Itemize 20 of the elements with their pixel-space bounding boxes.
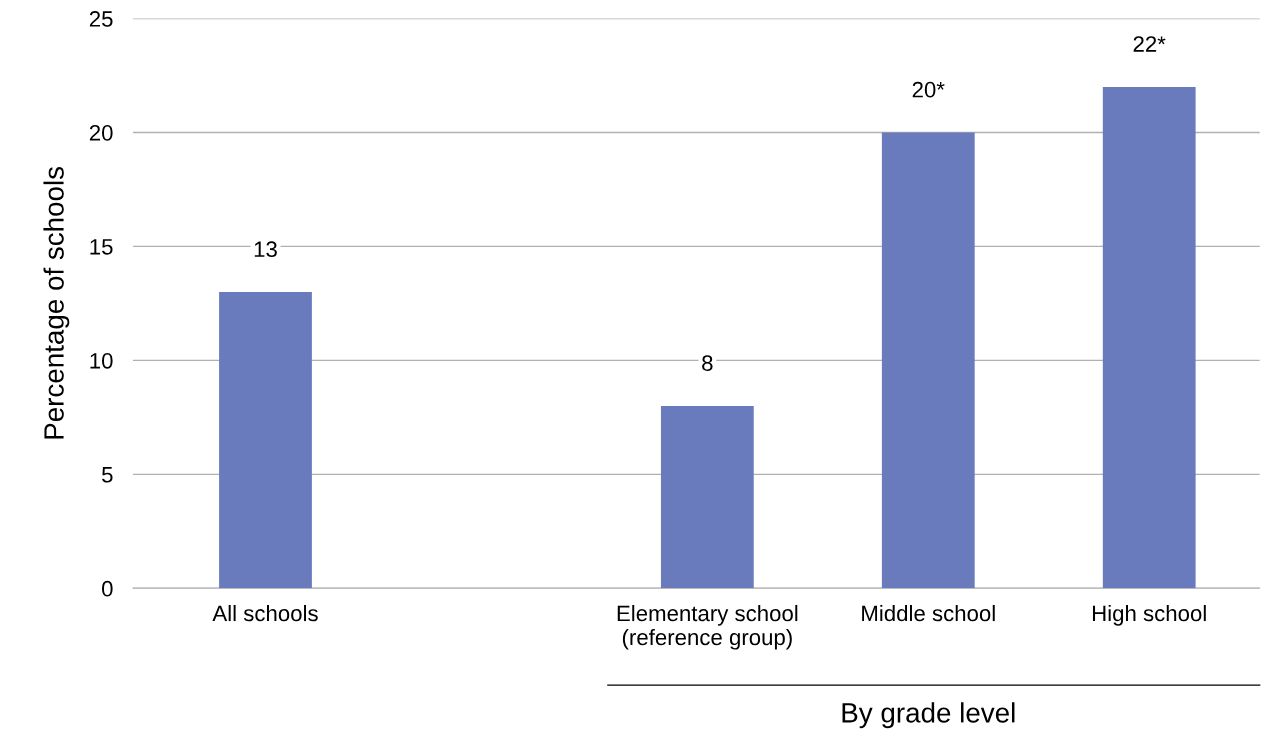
bar <box>1102 86 1196 589</box>
y-axis-title: Percentage of schools <box>43 166 70 439</box>
x-tick-label: High school <box>1092 604 1206 626</box>
data-label: 22* <box>1133 36 1166 52</box>
data-label: 20* <box>912 81 945 98</box>
bar <box>219 292 312 589</box>
x-tick-label: All schools <box>212 604 318 622</box>
y-tick-label: 10 <box>90 352 113 369</box>
y-tick-label: 5 <box>102 467 113 483</box>
y-tick-label: 25 <box>89 11 113 27</box>
text: By grade level <box>842 702 1015 729</box>
bar <box>881 132 975 589</box>
y-tick-label: 0 <box>102 580 113 597</box>
data-label: 13 <box>254 241 277 258</box>
y-tick-label: 20 <box>89 124 113 141</box>
data-label: 8 <box>702 355 713 372</box>
bar <box>660 405 754 589</box>
x-tick-label: Middle school <box>862 604 995 622</box>
y-tick-label: 15 <box>90 239 113 255</box>
x-tick-label: Elementary school (reference group) <box>617 604 798 650</box>
